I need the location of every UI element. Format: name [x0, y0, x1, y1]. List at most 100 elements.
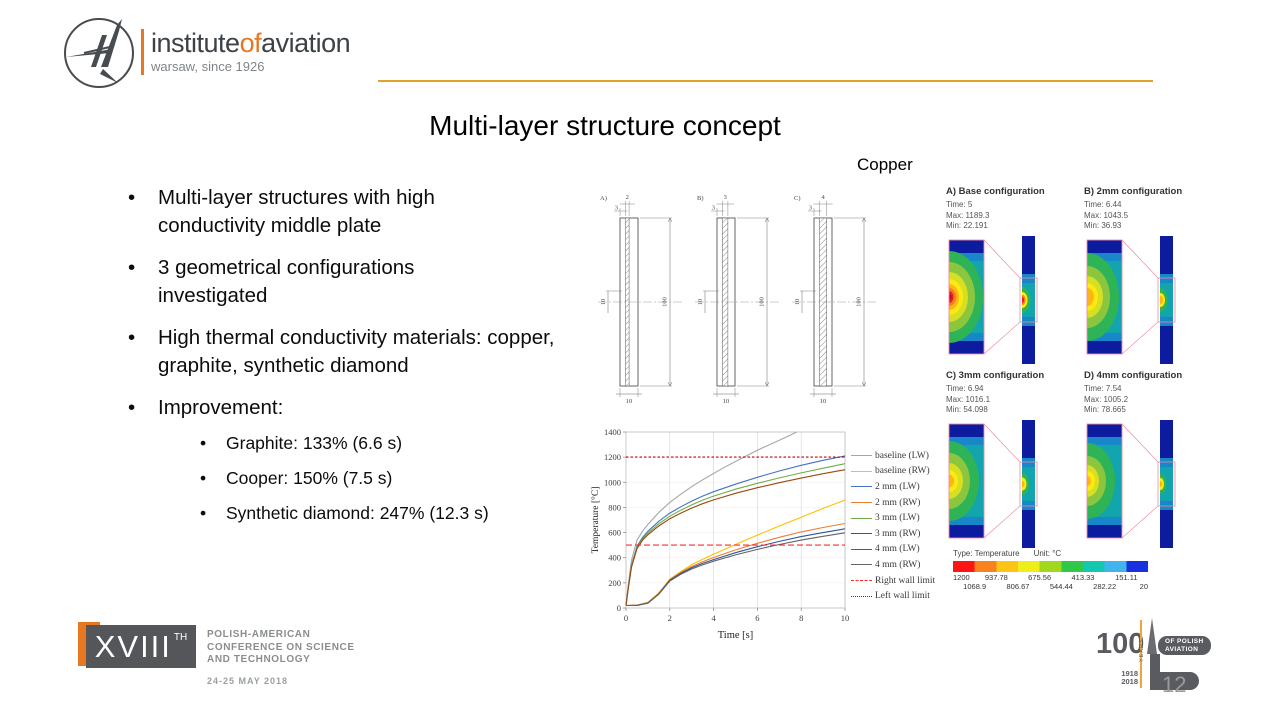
legend-item: baseline (LW): [851, 448, 935, 464]
bullet-text: Improvement:: [158, 396, 284, 419]
thermal-time: Time: 7.54: [1084, 384, 1122, 393]
thermal-min: Min: 22.191: [946, 221, 988, 230]
bullet-item: • High thermal conductivity materials: c…: [128, 324, 578, 379]
legend-item: 2 mm (RW): [851, 495, 935, 511]
aviation-100-number: 100: [1096, 628, 1145, 660]
thermal-panel-base: A) Base configuration Time: 5 Max: 1189.…: [946, 186, 1078, 369]
bullet-item: • Improvement:: [128, 394, 548, 422]
svg-text:0: 0: [624, 613, 628, 623]
brand-tagline: warsaw, since 1926: [151, 59, 265, 74]
scale-tick-label: 282.22: [1093, 582, 1117, 591]
bullet-marker: •: [128, 396, 136, 419]
sub-bullet-text: Synthetic diamond: 247% (12.3 s): [226, 503, 489, 523]
svg-text:10: 10: [697, 299, 704, 306]
color-scale-labels: 1200 1068.9 937.78 806.67 675.56 544.44 413.33…: [953, 572, 1148, 592]
svg-text:A): A): [600, 195, 607, 202]
chart-legend: baseline (LW) baseline (RW) 2 mm (LW) 2 mm …: [851, 448, 935, 604]
series-4 mm (LW): [625, 469, 846, 606]
plate-drawing-B: 3 3 10 100 10 B): [695, 194, 779, 405]
thermal-panel-2mm: B) 2mm configuration Time: 6.44 Max: 104…: [1084, 186, 1216, 369]
svg-text:200: 200: [608, 578, 621, 588]
scale-tick-label: 1200: [953, 573, 970, 582]
sub-bullet-item: • Synthetic diamond: 247% (12.3 s): [200, 501, 489, 525]
legend-label: Left wall limit: [875, 591, 930, 602]
legend-swatch: [851, 470, 872, 472]
bullet-text: High thermal conductivity materials: cop…: [158, 326, 555, 377]
thermal-time: Time: 6.44: [1084, 200, 1122, 209]
svg-text:10: 10: [600, 299, 607, 306]
thermal-contour-image: [946, 235, 1078, 369]
legend-swatch: [851, 533, 872, 535]
svg-text:2: 2: [626, 194, 629, 201]
aviation-logo-vertical-line: [1140, 620, 1142, 688]
thermal-contour-image: [1084, 235, 1216, 369]
aviation-badge: OF POLISH AVIATION: [1158, 636, 1211, 655]
scale-tick-label: 806.67: [1006, 582, 1030, 591]
legend-item: baseline (RW): [851, 464, 935, 480]
header-divider-line: [378, 80, 1153, 82]
page-number: 12: [1162, 672, 1187, 697]
thermal-panel-title: D) 4mm configuration: [1084, 370, 1183, 381]
thermal-min: Min: 54.098: [946, 405, 988, 414]
bullet-text: Multi-layer structures with high conduct…: [158, 186, 435, 237]
svg-text:400: 400: [608, 553, 621, 563]
legend-item: 2 mm (LW): [851, 479, 935, 495]
institute-of-aviation-logo-icon: [64, 18, 134, 88]
aviation-years-1918-2018: 1918 2018: [1121, 669, 1138, 686]
series-baseline (LW): [625, 431, 798, 606]
svg-text:C): C): [794, 195, 801, 202]
scale-type-label: Type: Temperature: [953, 549, 1020, 558]
svg-text:3: 3: [809, 205, 812, 212]
temperature-time-chart: 0 200 400 600 800 1000 1200 1400 0 2 4 6 8 10 Time [s]…: [588, 424, 853, 663]
svg-text:100: 100: [759, 297, 766, 307]
thermal-max: Max: 1005.2: [1084, 394, 1129, 404]
thermal-max: Max: 1189.3: [946, 210, 990, 220]
svg-text:10: 10: [794, 299, 801, 306]
bullet-marker: •: [200, 433, 207, 453]
logo-divider-bar: [141, 29, 144, 75]
series-4 mm (RW): [625, 532, 846, 607]
thermal-max: Max: 1043.5: [1084, 210, 1129, 220]
svg-text:4: 4: [821, 194, 825, 201]
thermal-panel-title: A) Base configuration: [946, 186, 1045, 197]
plate-configuration-drawings: 2 3 10 100 10 A) 3 3 10 100 10 B) 4 3 10 100 10 C): [592, 188, 882, 411]
svg-text:B): B): [697, 195, 704, 202]
bullet-marker: •: [128, 326, 136, 349]
legend-swatch: [851, 595, 872, 597]
scale-unit-label: Unit: °C: [1033, 549, 1062, 558]
scale-tick-label: 151.11: [1115, 573, 1138, 582]
scale-tick-label: 413.33: [1071, 573, 1095, 582]
legend-item: 4 mm (RW): [851, 557, 935, 573]
plate-drawing-C: 4 3 10 100 10 C): [792, 194, 876, 405]
svg-text:3: 3: [724, 194, 727, 201]
bullet-item: • 3 geometrical configurations investiga…: [128, 254, 548, 309]
brand-part-of: of: [239, 28, 262, 58]
brand-part-institute: institute: [151, 28, 240, 58]
legend-label: 4 mm (RW): [875, 559, 921, 570]
svg-text:0: 0: [617, 603, 621, 613]
svg-text:1000: 1000: [604, 477, 621, 487]
bullet-marker: •: [200, 468, 207, 488]
scale-tick-label: 20: [1139, 582, 1148, 591]
bullet-text: 3 geometrical configurations investigate…: [158, 256, 415, 307]
thermal-min: Min: 78.665: [1084, 405, 1126, 414]
legend-swatch: [851, 517, 872, 519]
svg-text:600: 600: [608, 528, 621, 538]
svg-text:4: 4: [711, 613, 716, 623]
legend-item: Right wall limit: [851, 573, 935, 589]
y-axis-label: Temperature [°C]: [590, 487, 601, 554]
svg-text:10: 10: [723, 398, 730, 405]
conference-date: 24-25 MAY 2018: [207, 676, 289, 686]
sub-bullet-text: Graphite: 133% (6.6 s): [226, 433, 403, 453]
legend-swatch: [851, 502, 872, 504]
thermal-contour-image: [1084, 419, 1216, 553]
brand-wordmark: instituteofaviation warsaw, since 1926: [151, 28, 351, 75]
bullet-item: • Multi-layer structures with high condu…: [128, 184, 548, 239]
thermal-panel-3mm: C) 3mm configuration Time: 6.94 Max: 101…: [946, 370, 1078, 553]
page-title: Multi-layer structure concept: [429, 110, 781, 141]
legend-item: Left wall limit: [851, 588, 935, 604]
sub-bullet-item: • Cooper: 150% (7.5 s): [200, 466, 392, 490]
x-axis-label: Time [s]: [718, 630, 754, 641]
thermal-panel-title: C) 3mm configuration: [946, 370, 1045, 381]
legend-label: baseline (LW): [875, 450, 929, 461]
